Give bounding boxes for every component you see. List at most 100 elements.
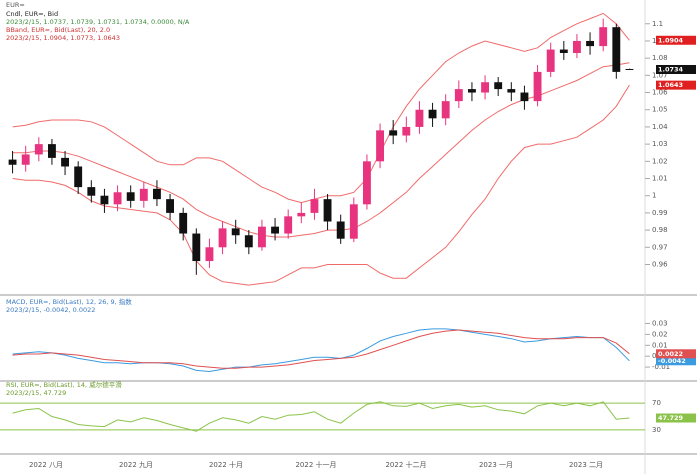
- candle-body: [402, 126, 411, 136]
- candle-body: [481, 82, 489, 93]
- candle-body: [48, 144, 56, 158]
- candle-body: [87, 187, 96, 196]
- candle-body: [126, 192, 135, 201]
- price-tag: [656, 356, 696, 366]
- candle-body: [192, 233, 201, 262]
- candle-body: [323, 199, 332, 222]
- x-tick-label: 2023 一月: [479, 461, 513, 469]
- y-tick-label: 1.1: [652, 20, 663, 28]
- candle-body: [21, 154, 30, 165]
- y-tick-label: 0.01: [652, 341, 668, 349]
- candle-body: [310, 199, 319, 213]
- candle-body: [468, 89, 476, 93]
- candle-body: [349, 204, 358, 239]
- candle-body: [153, 188, 161, 200]
- candle-body: [376, 130, 384, 162]
- candle-body: [34, 144, 43, 155]
- candle-body: [244, 235, 253, 248]
- panel-title: Cndl, EUR=, Bid: [6, 10, 58, 18]
- series-line: [12, 328, 630, 373]
- candle-body: [113, 192, 122, 205]
- candle-body: [8, 159, 17, 165]
- indicator-title: BBand, EUR=, Bid(Last), 20, 2.0: [6, 26, 110, 34]
- candle-body: [231, 228, 240, 236]
- price-tag: [656, 64, 696, 74]
- indicator-info: 2023/2/15, 1.0904, 1.0773, 1.0643: [6, 34, 120, 42]
- candle-body: [389, 130, 398, 136]
- candle-body: [625, 68, 634, 70]
- panel-info: 2023/2/15, -0.0042, 0.0022: [6, 306, 95, 314]
- price-tag-label: 1.0904: [658, 36, 684, 44]
- y-tick-label: 0.99: [652, 209, 668, 217]
- y-tick-label: 0.03: [652, 319, 668, 327]
- price-tag-label: 0.0022: [658, 350, 683, 358]
- y-tick-label: 70: [652, 399, 661, 407]
- y-tick-label: 0.02: [652, 330, 668, 338]
- price-tag: [656, 413, 696, 423]
- y-tick-label: 1.04: [652, 123, 668, 131]
- x-tick-label: 2022 十一月: [295, 460, 336, 469]
- y-tick-label: 0.96: [652, 260, 668, 268]
- y-tick-label: -0.01: [652, 363, 670, 371]
- candle-body: [454, 89, 463, 102]
- y-tick-label: 30: [652, 426, 661, 434]
- candle-body: [297, 212, 306, 217]
- candle-body: [336, 221, 345, 239]
- candle-body: [494, 82, 503, 90]
- price-tag-label: 47.729: [658, 414, 684, 422]
- candle-body: [428, 109, 437, 119]
- bollinger-upper: [12, 12, 630, 204]
- candle-body: [612, 27, 621, 72]
- y-tick-label: 1.05: [652, 106, 668, 114]
- y-tick-label: 1.01: [652, 175, 668, 183]
- price-tag: [656, 349, 696, 359]
- y-tick-label: 0.97: [652, 243, 668, 251]
- panel-info: 2023/2/15, 47.729: [6, 389, 66, 397]
- candle-body: [559, 49, 568, 53]
- candle-body: [74, 166, 83, 188]
- series-line: [12, 401, 630, 432]
- price-tag-label: 1.0643: [658, 81, 683, 89]
- candle-body: [415, 109, 424, 127]
- x-tick-label: 2022 九月: [119, 460, 153, 469]
- candle-body: [507, 89, 516, 93]
- price-tag: [656, 80, 696, 90]
- y-tick-label: 1.07: [652, 71, 668, 79]
- y-tick-label: 1.02: [652, 157, 668, 165]
- candle-body: [599, 27, 608, 47]
- panel-info: 2023/2/15, 1.0737, 1.0739, 1.0731, 1.073…: [6, 18, 190, 26]
- y-tick-label: 0.98: [652, 226, 668, 234]
- candle-body: [179, 212, 188, 234]
- candle-body: [166, 199, 174, 213]
- y-tick-label: 1: [652, 192, 656, 200]
- candle-body: [139, 188, 148, 201]
- candle-body: [205, 247, 214, 262]
- panel-title: RSI, EUR=, Bid(Last), 14, 威尔德平滑: [6, 380, 122, 389]
- x-tick-label: 2023 二月: [569, 461, 603, 469]
- candle-body: [258, 226, 266, 248]
- x-tick-label: 2022 十月: [209, 460, 243, 469]
- candle-body: [61, 157, 69, 167]
- candle-body: [573, 40, 581, 53]
- y-tick-label: 1.03: [652, 140, 668, 148]
- y-tick-label: 1.06: [652, 89, 668, 97]
- price-tag: [656, 35, 696, 45]
- candle-body: [271, 226, 279, 234]
- page-header: EUR=: [6, 1, 25, 9]
- y-tick-label: 1.08: [652, 54, 668, 62]
- candle-body: [533, 71, 542, 102]
- candle-body: [284, 216, 293, 234]
- y-tick-label: 0: [652, 352, 656, 360]
- candle-body: [218, 228, 227, 248]
- candle-body: [441, 101, 450, 119]
- candle-body: [100, 195, 109, 205]
- candle-body: [546, 49, 555, 72]
- bollinger-lower: [12, 84, 630, 286]
- price-tag-label: 1.0734: [658, 65, 684, 73]
- price-tag-label: -0.0042: [658, 357, 686, 365]
- candle-body: [363, 161, 371, 205]
- panel-title: MACD, EUR=, Bid(Last), 12, 26, 9, 指数: [6, 297, 132, 306]
- candle-body: [520, 92, 529, 102]
- x-tick-label: 2022 八月: [29, 461, 63, 469]
